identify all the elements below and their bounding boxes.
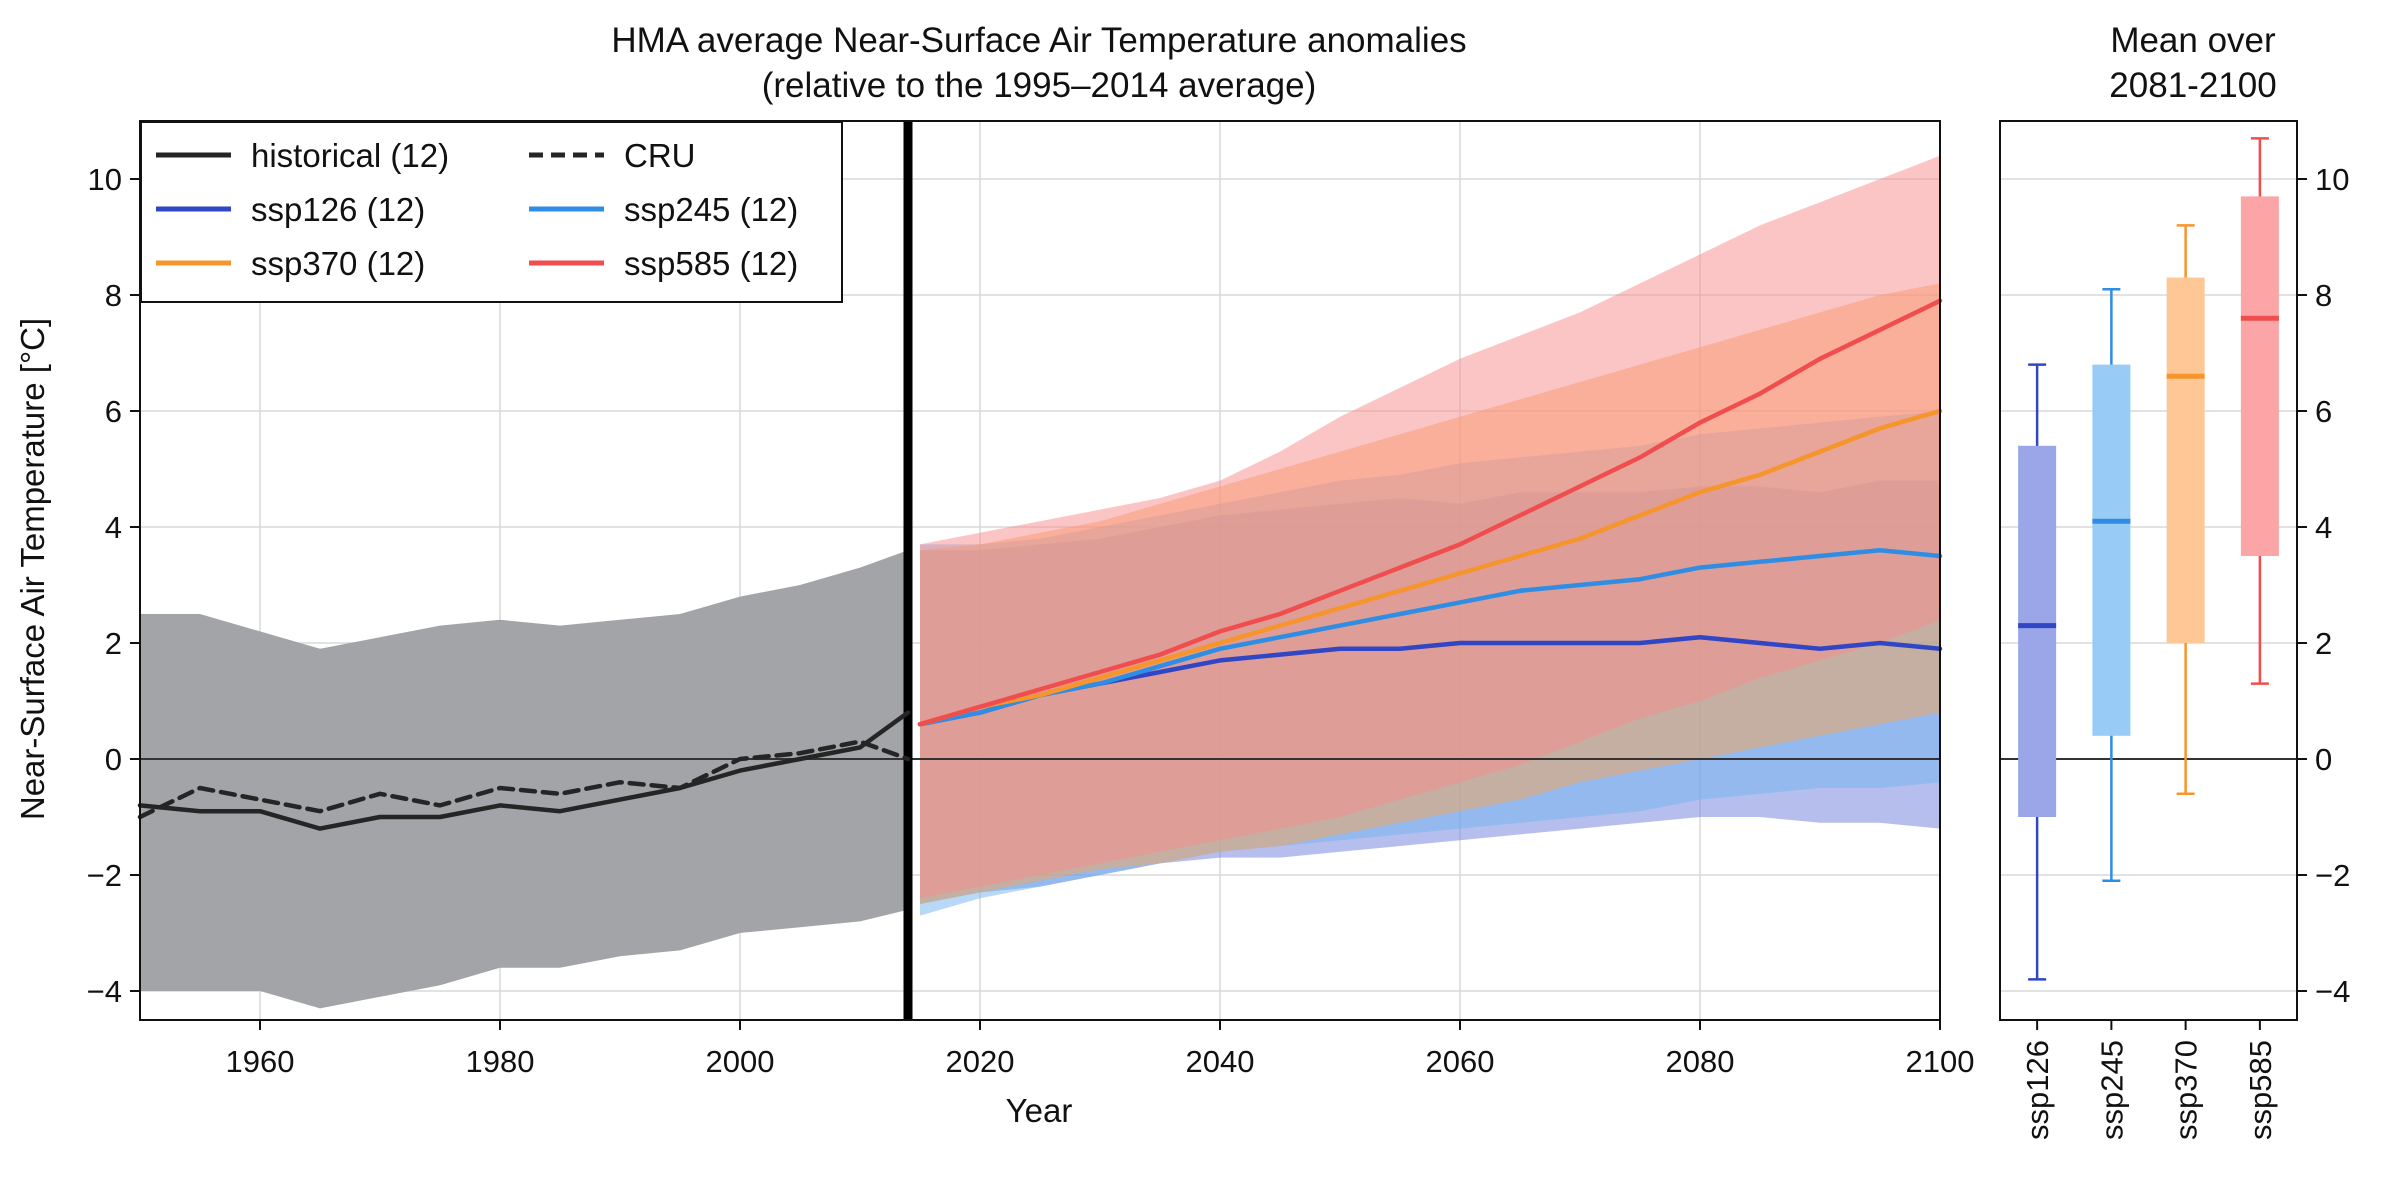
box-iqr: [2166, 277, 2205, 643]
legend-label: ssp245 (12): [624, 191, 798, 228]
x-tick-label: ssp126: [2020, 1040, 2055, 1140]
legend-label: CRU: [624, 137, 696, 174]
y-axis-label: Near-Surface Air Temperature [°C]: [14, 318, 51, 820]
uncertainty-band: [920, 155, 1940, 899]
main-reference-lines: [140, 121, 1940, 1020]
box-iqr: [2092, 364, 2131, 736]
box-plot-frame: [1999, 120, 2298, 1021]
y-tick-label: 4: [2315, 510, 2332, 545]
x-axis-label: Year: [1006, 1092, 1073, 1129]
series-line: [137, 710, 911, 831]
series-line: [917, 298, 1943, 727]
x-tick-label: 2040: [1186, 1044, 1255, 1079]
y-tick-label: 8: [105, 278, 122, 313]
x-tick-label: 2100: [1906, 1044, 1975, 1079]
y-tick-label: −2: [87, 858, 122, 893]
x-tick-label: 1960: [226, 1044, 295, 1079]
box-plots: [2018, 137, 2279, 981]
series-line: [137, 739, 911, 820]
y-tick-label: −4: [2315, 974, 2350, 1009]
main-axes: 1960 1980 2000 2020 2040 2060 2080 2100 −4 −2 0 2 4 6…: [87, 120, 1975, 1079]
main-uncertainty-bands: [140, 155, 1940, 1009]
legend-label: ssp370 (12): [251, 245, 425, 282]
legend-label: ssp585 (12): [624, 245, 798, 282]
y-tick-label: 6: [105, 394, 122, 429]
main-plot-frame: [139, 120, 1941, 1021]
x-tick-label: 1980: [466, 1044, 535, 1079]
y-tick-label: −2: [2315, 858, 2350, 893]
series-line: [917, 547, 1943, 727]
legend: historical (12) CRU ssp126 (12) ssp245 (12)…: [140, 121, 843, 303]
x-tick-label: ssp245: [2094, 1040, 2129, 1140]
main-chart-title: HMA average Near-Surface Air Temperature…: [611, 21, 1466, 60]
y-tick-label: 2: [105, 626, 122, 661]
legend-frame: [140, 121, 843, 303]
uncertainty-band: [140, 550, 908, 1009]
x-tick-label: 2020: [946, 1044, 1015, 1079]
x-tick-label: 2080: [1666, 1044, 1735, 1079]
legend-label: historical (12): [251, 137, 449, 174]
main-chart-subtitle: (relative to the 1995–2014 average): [762, 66, 1317, 105]
main-series-lines: [137, 298, 1943, 831]
series-line: [917, 408, 1943, 727]
y-tick-label: 4: [105, 510, 122, 545]
box-chart-title: Mean over: [2110, 21, 2276, 60]
y-tick-label: 10: [2315, 162, 2349, 197]
y-tick-label: −4: [87, 974, 122, 1009]
box-iqr: [2240, 196, 2279, 556]
y-tick-label: 0: [105, 742, 122, 777]
y-tick-label: 10: [88, 162, 122, 197]
y-tick-label: 6: [2315, 394, 2332, 429]
y-tick-label: 8: [2315, 278, 2332, 313]
y-tick-label: 0: [2315, 742, 2332, 777]
x-tick-label: ssp585: [2243, 1040, 2278, 1140]
y-tick-label: 2: [2315, 626, 2332, 661]
box-axes: −4 −2 0 2 4 6 8 10 ssp126 ssp245 ssp370 ssp585: [1999, 120, 2350, 1140]
x-tick-label: 2000: [706, 1044, 775, 1079]
legend-label: ssp126 (12): [251, 191, 425, 228]
x-tick-label: ssp370: [2169, 1040, 2204, 1140]
box-chart-subtitle: 2081-2100: [2109, 66, 2276, 105]
box-iqr: [2018, 445, 2057, 817]
x-tick-label: 2060: [1426, 1044, 1495, 1079]
